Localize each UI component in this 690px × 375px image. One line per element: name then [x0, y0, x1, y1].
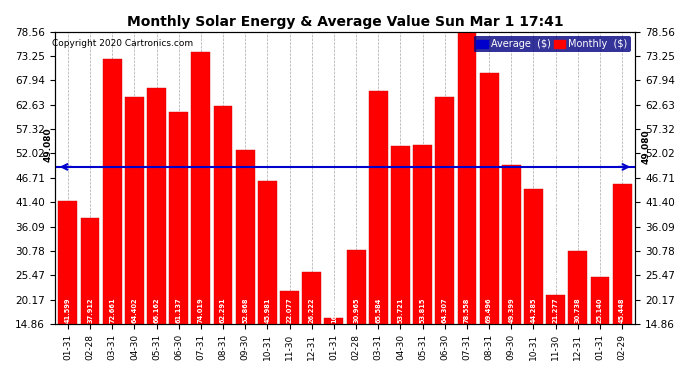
Bar [502, 165, 521, 324]
Title: Monthly Solar Energy & Average Value Sun Mar 1 17:41: Monthly Solar Energy & Average Value Sun… [127, 15, 563, 29]
Text: 53.721: 53.721 [397, 297, 404, 322]
Bar [59, 201, 77, 324]
Bar [413, 145, 432, 324]
Text: 26.222: 26.222 [308, 297, 315, 322]
Legend: Average  ($), Monthly  ($): Average ($), Monthly ($) [473, 36, 631, 52]
Text: 61.137: 61.137 [176, 297, 181, 322]
Bar [346, 250, 366, 324]
Bar [103, 58, 121, 324]
Text: 65.584: 65.584 [375, 297, 382, 322]
Bar [258, 181, 277, 324]
Text: 21.277: 21.277 [553, 297, 559, 322]
Text: 45.981: 45.981 [264, 297, 270, 322]
Text: 72.661: 72.661 [109, 297, 115, 322]
Bar [457, 32, 476, 324]
Bar [391, 146, 410, 324]
Bar [214, 106, 233, 324]
Bar [480, 73, 498, 324]
Text: 78.558: 78.558 [464, 297, 470, 322]
Bar [302, 272, 321, 324]
Text: 49.080: 49.080 [641, 129, 650, 164]
Text: Copyright 2020 Cartronics.com: Copyright 2020 Cartronics.com [52, 39, 193, 48]
Bar [546, 295, 565, 324]
Text: 30.965: 30.965 [353, 297, 359, 322]
Bar [147, 88, 166, 324]
Bar [280, 291, 299, 324]
Bar [369, 91, 388, 324]
Text: 30.738: 30.738 [575, 297, 581, 322]
Text: 64.402: 64.402 [131, 297, 137, 322]
Text: 49.399: 49.399 [509, 297, 514, 322]
Bar [169, 111, 188, 324]
Bar [569, 251, 587, 324]
Bar [591, 277, 609, 324]
Bar [613, 184, 631, 324]
Text: 41.599: 41.599 [65, 297, 71, 322]
Bar [192, 53, 210, 324]
Text: 53.815: 53.815 [420, 297, 426, 322]
Text: 64.307: 64.307 [442, 297, 448, 322]
Bar [236, 150, 255, 324]
Text: 45.448: 45.448 [619, 297, 625, 322]
Text: 44.285: 44.285 [531, 297, 536, 322]
Text: 52.868: 52.868 [242, 297, 248, 322]
Text: 37.912: 37.912 [87, 297, 93, 322]
Text: 66.162: 66.162 [154, 297, 159, 322]
Bar [125, 96, 144, 324]
Text: 25.140: 25.140 [597, 297, 603, 322]
Text: 16.107: 16.107 [331, 297, 337, 322]
Text: 62.291: 62.291 [220, 297, 226, 322]
Bar [324, 318, 344, 324]
Text: 74.019: 74.019 [198, 297, 204, 322]
Bar [435, 97, 454, 324]
Bar [81, 218, 99, 324]
Text: 69.496: 69.496 [486, 297, 492, 322]
Bar [524, 189, 543, 324]
Text: 22.077: 22.077 [286, 297, 293, 322]
Text: 49.080: 49.080 [43, 128, 52, 162]
